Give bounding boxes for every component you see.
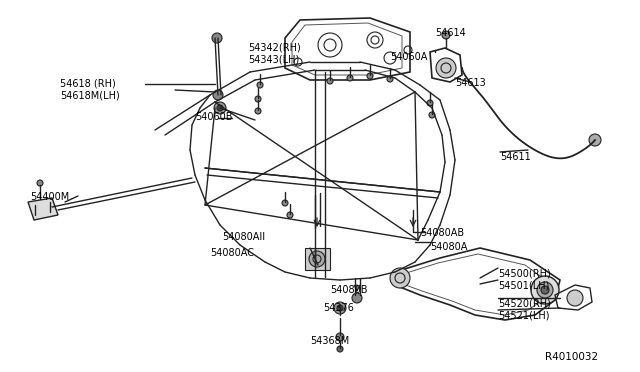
Circle shape: [347, 75, 353, 81]
Circle shape: [537, 282, 553, 298]
Text: R4010032: R4010032: [545, 352, 598, 362]
Circle shape: [255, 96, 261, 102]
Circle shape: [217, 105, 223, 111]
Text: 54080AB: 54080AB: [420, 228, 464, 238]
Circle shape: [214, 102, 226, 114]
Text: 54520(RH): 54520(RH): [498, 298, 551, 308]
Circle shape: [255, 108, 261, 114]
Text: 54521(LH): 54521(LH): [498, 310, 550, 320]
Text: 54080A: 54080A: [430, 242, 467, 252]
Text: 54501(LH): 54501(LH): [498, 280, 549, 290]
Circle shape: [337, 346, 343, 352]
Circle shape: [257, 82, 263, 88]
Circle shape: [390, 268, 410, 288]
Text: 54400M: 54400M: [30, 192, 69, 202]
Circle shape: [442, 31, 450, 39]
Circle shape: [531, 276, 559, 304]
Circle shape: [387, 76, 393, 82]
Circle shape: [327, 78, 333, 84]
Circle shape: [336, 333, 344, 341]
Polygon shape: [28, 198, 58, 220]
Circle shape: [541, 286, 549, 294]
Circle shape: [309, 251, 325, 267]
Circle shape: [334, 302, 346, 314]
Polygon shape: [305, 248, 330, 270]
Circle shape: [37, 180, 43, 186]
Text: 54376: 54376: [323, 303, 354, 313]
Text: 54614: 54614: [435, 28, 466, 38]
Text: 54613: 54613: [455, 78, 486, 88]
Circle shape: [589, 134, 601, 146]
Text: 54500(RH): 54500(RH): [498, 268, 551, 278]
Text: 54611: 54611: [500, 152, 531, 162]
Circle shape: [352, 293, 362, 303]
Text: 54618M(LH): 54618M(LH): [60, 90, 120, 100]
Text: 54618 (RH): 54618 (RH): [60, 78, 116, 88]
Text: 54060A: 54060A: [390, 52, 428, 62]
Circle shape: [337, 305, 343, 311]
Text: 54080B: 54080B: [330, 285, 367, 295]
Circle shape: [567, 290, 583, 306]
Text: 54343(LH): 54343(LH): [248, 54, 300, 64]
Circle shape: [367, 73, 373, 79]
Circle shape: [287, 212, 293, 218]
Text: 54080AII: 54080AII: [222, 232, 265, 242]
Text: 54368M: 54368M: [310, 336, 349, 346]
Circle shape: [282, 200, 288, 206]
Text: 54080AC: 54080AC: [210, 248, 254, 258]
Text: 54342(RH): 54342(RH): [248, 42, 301, 52]
Text: 54060B: 54060B: [195, 112, 232, 122]
Circle shape: [427, 100, 433, 106]
Circle shape: [213, 90, 223, 100]
Circle shape: [429, 112, 435, 118]
Circle shape: [212, 33, 222, 43]
Circle shape: [436, 58, 456, 78]
